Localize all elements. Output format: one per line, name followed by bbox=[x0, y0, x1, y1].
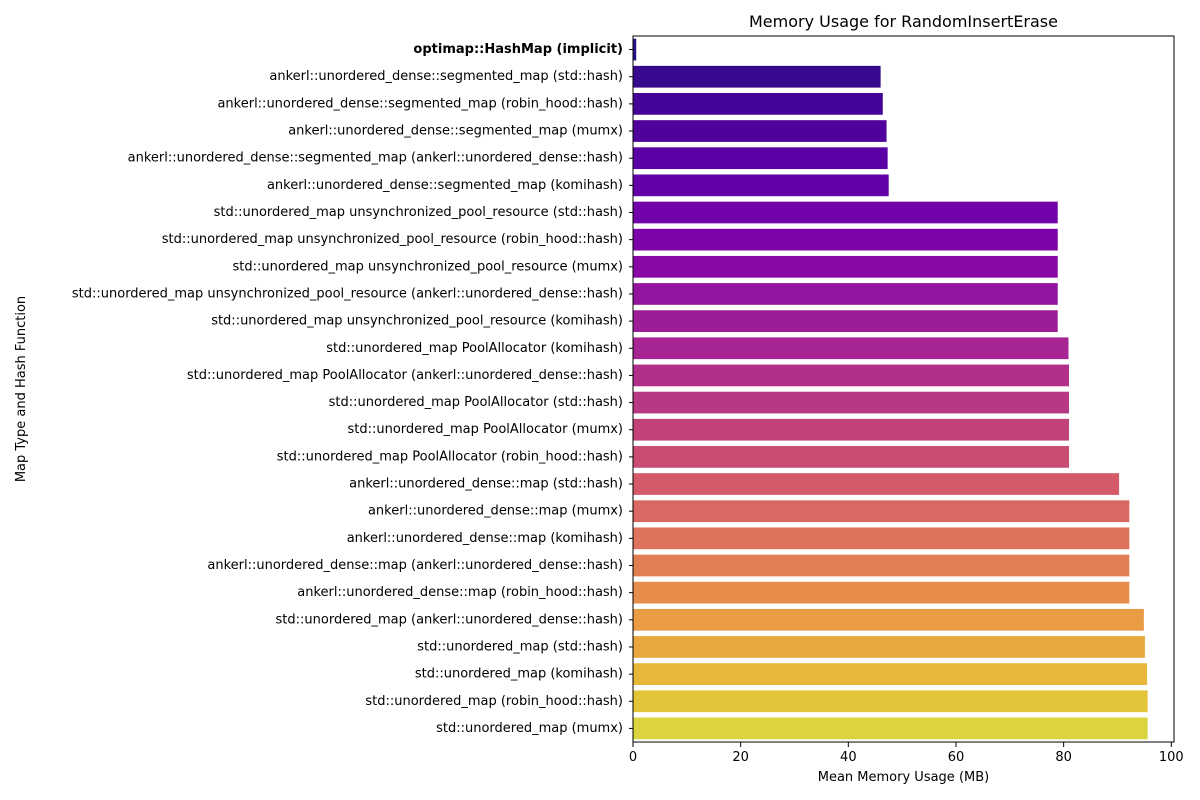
category-label-9: std::unordered_map unsynchronized_pool_r… bbox=[72, 286, 623, 301]
category-label-6: std::unordered_map unsynchronized_pool_r… bbox=[214, 205, 623, 220]
category-label-2: ankerl::unordered_dense::segmented_map (… bbox=[217, 96, 623, 111]
category-label-0: optimap::HashMap (implicit) bbox=[413, 42, 623, 57]
category-label-22: std::unordered_map (std::hash) bbox=[417, 639, 623, 654]
bar-9 bbox=[633, 283, 1058, 305]
bar-0 bbox=[633, 38, 637, 61]
x-tick-label-1: 20 bbox=[732, 750, 749, 765]
bar-11 bbox=[633, 337, 1069, 360]
chart-title: Memory Usage for RandomInsertErase bbox=[749, 12, 1058, 31]
category-label-12: std::unordered_map PoolAllocator (ankerl… bbox=[187, 368, 623, 383]
category-label-11: std::unordered_map PoolAllocator (komiha… bbox=[326, 341, 623, 356]
category-label-13: std::unordered_map PoolAllocator (std::h… bbox=[329, 395, 623, 410]
bar-17 bbox=[633, 500, 1130, 523]
category-label-17: ankerl::unordered_dense::map (mumx) bbox=[368, 504, 623, 519]
bar-2 bbox=[633, 93, 883, 115]
category-label-20: ankerl::unordered_dense::map (robin_hood… bbox=[297, 585, 623, 600]
bar-10 bbox=[633, 310, 1058, 332]
bar-18 bbox=[633, 527, 1130, 550]
category-label-5: ankerl::unordered_dense::segmented_map (… bbox=[267, 178, 623, 193]
bar-6 bbox=[633, 201, 1058, 224]
bar-19 bbox=[633, 554, 1130, 577]
bar-23 bbox=[633, 663, 1148, 685]
bar-24 bbox=[633, 690, 1148, 713]
category-label-7: std::unordered_map unsynchronized_pool_r… bbox=[162, 232, 623, 247]
category-label-19: ankerl::unordered_dense::map (ankerl::un… bbox=[207, 558, 623, 573]
category-label-14: std::unordered_map PoolAllocator (mumx) bbox=[347, 422, 623, 437]
x-axis-title: Mean Memory Usage (MB) bbox=[818, 770, 989, 785]
category-label-1: ankerl::unordered_dense::segmented_map (… bbox=[269, 69, 623, 84]
bar-14 bbox=[633, 418, 1070, 441]
category-label-15: std::unordered_map PoolAllocator (robin_… bbox=[277, 449, 623, 464]
bar-21 bbox=[633, 608, 1144, 631]
plot-frame bbox=[632, 35, 1175, 743]
category-label-16: ankerl::unordered_dense::map (std::hash) bbox=[349, 477, 623, 492]
bar-5 bbox=[633, 174, 889, 197]
category-labels: optimap::HashMap (implicit)ankerl::unord… bbox=[72, 42, 633, 736]
category-label-18: ankerl::unordered_dense::map (komihash) bbox=[347, 531, 623, 546]
x-tick-label-3: 60 bbox=[948, 750, 965, 765]
bar-22 bbox=[633, 636, 1145, 658]
category-label-23: std::unordered_map (komihash) bbox=[415, 667, 623, 682]
category-label-8: std::unordered_map unsynchronized_pool_r… bbox=[232, 259, 623, 274]
x-tick-label-4: 80 bbox=[1055, 750, 1072, 765]
category-label-10: std::unordered_map unsynchronized_pool_r… bbox=[211, 314, 623, 329]
bar-16 bbox=[633, 473, 1120, 495]
bar-13 bbox=[633, 391, 1070, 414]
bar-12 bbox=[633, 364, 1070, 387]
bar-8 bbox=[633, 255, 1058, 278]
category-label-4: ankerl::unordered_dense::segmented_map (… bbox=[128, 151, 623, 166]
bar-7 bbox=[633, 228, 1058, 251]
bars-layer bbox=[633, 38, 1148, 740]
x-tick-label-0: 0 bbox=[629, 750, 637, 765]
bar-4 bbox=[633, 147, 888, 170]
bar-25 bbox=[633, 717, 1148, 740]
x-tick-label-2: 40 bbox=[840, 750, 857, 765]
bar-20 bbox=[633, 581, 1130, 604]
x-tick-label-5: 100 bbox=[1159, 750, 1184, 765]
bar-3 bbox=[633, 120, 887, 142]
category-label-24: std::unordered_map (robin_hood::hash) bbox=[365, 694, 623, 709]
y-axis-title: Map Type and Hash Function bbox=[14, 296, 29, 482]
category-label-21: std::unordered_map (ankerl::unordered_de… bbox=[276, 612, 623, 627]
bar-15 bbox=[633, 446, 1070, 468]
bar-1 bbox=[633, 65, 881, 88]
category-label-25: std::unordered_map (mumx) bbox=[436, 721, 623, 736]
x-axis: 0 20 40 60 80 100 bbox=[629, 742, 1184, 765]
category-label-3: ankerl::unordered_dense::segmented_map (… bbox=[288, 124, 623, 139]
